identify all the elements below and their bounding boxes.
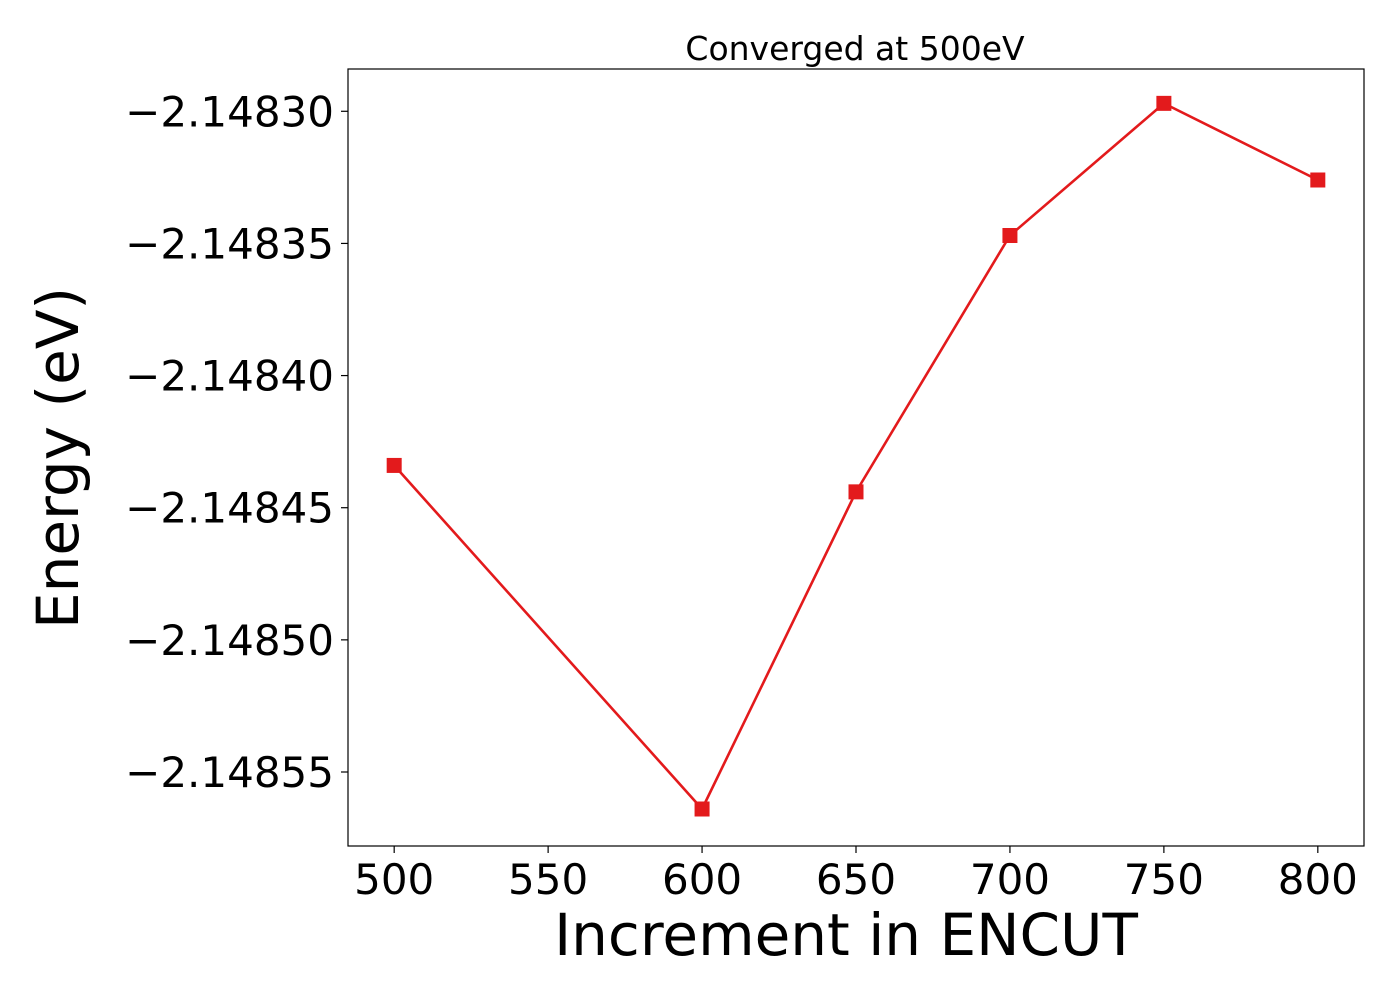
series-line bbox=[393, 102, 1319, 811]
data-point bbox=[386, 457, 402, 473]
y-tick-label: −2.14840 bbox=[125, 352, 334, 401]
chart-title: Converged at 500eV bbox=[685, 29, 1025, 68]
x-tick-label: 600 bbox=[662, 855, 742, 904]
y-tick-label: −2.14830 bbox=[125, 87, 334, 136]
data-point bbox=[848, 484, 864, 500]
y-axis-ticks: −2.14830 −2.14835 −2.14840 −2.14845 −2.14850… bbox=[125, 87, 348, 797]
y-tick-label: −2.14845 bbox=[125, 484, 334, 533]
x-tick-label: 550 bbox=[508, 855, 588, 904]
plot-area-frame bbox=[347, 68, 1365, 847]
y-tick-label: −2.14855 bbox=[125, 748, 334, 797]
x-axis-label: Increment in ENCUT bbox=[554, 901, 1138, 969]
x-tick-label: 650 bbox=[816, 855, 896, 904]
data-point bbox=[1156, 95, 1172, 111]
x-tick-label: 800 bbox=[1278, 855, 1358, 904]
y-axis-label: Energy (eV) bbox=[24, 287, 92, 629]
y-tick-label: −2.14850 bbox=[125, 616, 334, 665]
data-point bbox=[694, 801, 710, 817]
x-axis-ticks: 500 550 600 650 700 750 800 bbox=[354, 846, 1358, 904]
data-point bbox=[1002, 228, 1018, 243]
x-tick-label: 500 bbox=[354, 855, 434, 904]
y-tick-label: −2.14835 bbox=[125, 219, 334, 268]
x-tick-label: 700 bbox=[970, 855, 1050, 904]
x-tick-label: 750 bbox=[1124, 855, 1204, 904]
series-layer bbox=[386, 95, 1326, 817]
data-point bbox=[1310, 172, 1326, 188]
